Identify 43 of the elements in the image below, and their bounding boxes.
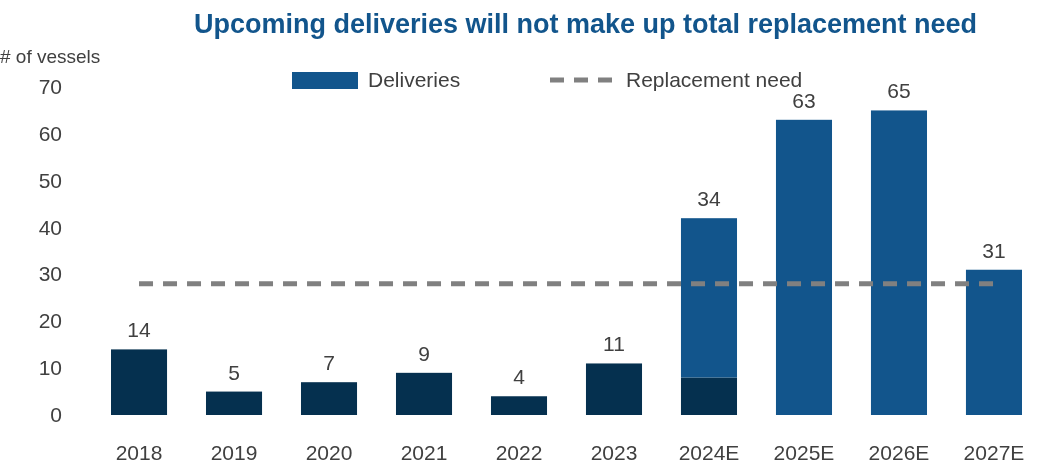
data-label: 5 <box>228 360 240 384</box>
chart-title: Upcoming deliveries will not make up total replacement need <box>193 9 978 39</box>
y-tick-label: 0 <box>50 403 62 426</box>
x-tick-label: 2026E <box>868 441 930 464</box>
legend-label: Deliveries <box>368 68 461 91</box>
bar <box>775 119 833 415</box>
y-tick-label: 20 <box>38 309 62 333</box>
data-label: 11 <box>603 332 625 356</box>
x-tick-label: 2018 <box>115 441 163 464</box>
y-axis-title: # of vessels <box>0 46 101 67</box>
data-label: 31 <box>982 238 1006 262</box>
y-tick-label: 40 <box>38 215 62 239</box>
y-tick-label: 60 <box>38 121 62 145</box>
bar <box>680 218 738 378</box>
x-tick-label: 2023 <box>590 441 638 464</box>
x-tick-label: 2027E <box>963 441 1025 464</box>
bar <box>395 372 453 415</box>
data-label: 7 <box>323 351 335 375</box>
y-tick-label: 30 <box>38 262 62 286</box>
bar <box>965 269 1022 415</box>
bar <box>870 110 928 415</box>
y-tick-label: 70 <box>38 75 62 98</box>
data-label: 63 <box>792 88 816 112</box>
bar <box>585 363 643 415</box>
x-tick-label: 2019 <box>210 441 258 464</box>
data-label: 9 <box>418 341 430 365</box>
legend-label: Replacement need <box>626 68 803 91</box>
x-tick-label: 2025E <box>773 441 835 464</box>
x-tick-label: 2020 <box>305 441 353 464</box>
bar <box>490 396 548 415</box>
bar <box>111 349 168 415</box>
bar <box>680 377 738 415</box>
x-tick-label: 2022 <box>495 441 543 464</box>
bar <box>300 382 358 415</box>
bar <box>205 391 263 415</box>
data-label: 65 <box>887 79 911 103</box>
data-label: 14 <box>127 318 152 342</box>
y-tick-label: 50 <box>38 168 62 192</box>
x-tick-label: 2024E <box>678 441 740 464</box>
data-label: 34 <box>697 187 721 211</box>
y-tick-label: 10 <box>38 356 62 380</box>
data-label: 4 <box>513 365 526 389</box>
x-tick-label: 2021 <box>400 441 448 464</box>
